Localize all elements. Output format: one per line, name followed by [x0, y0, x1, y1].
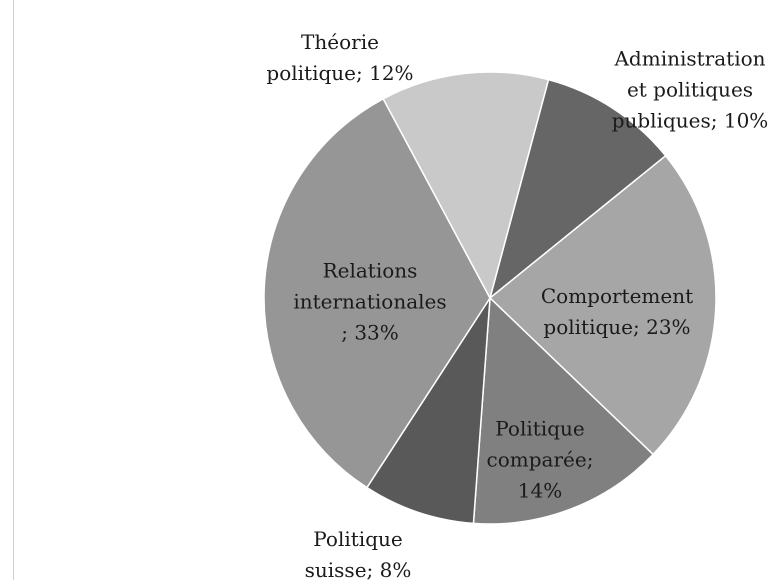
slice-label: Théorie politique; 12% [265, 27, 415, 89]
slice-label: Comportement politique; 23% [527, 281, 707, 343]
slice-label: Politique suisse; 8% [303, 524, 413, 586]
slice-label: Administration et politiques publiques; … [603, 44, 773, 137]
slice-label: Politique comparée; 14% [480, 414, 600, 507]
slice-label: Relations internationales ; 33% [290, 256, 450, 349]
